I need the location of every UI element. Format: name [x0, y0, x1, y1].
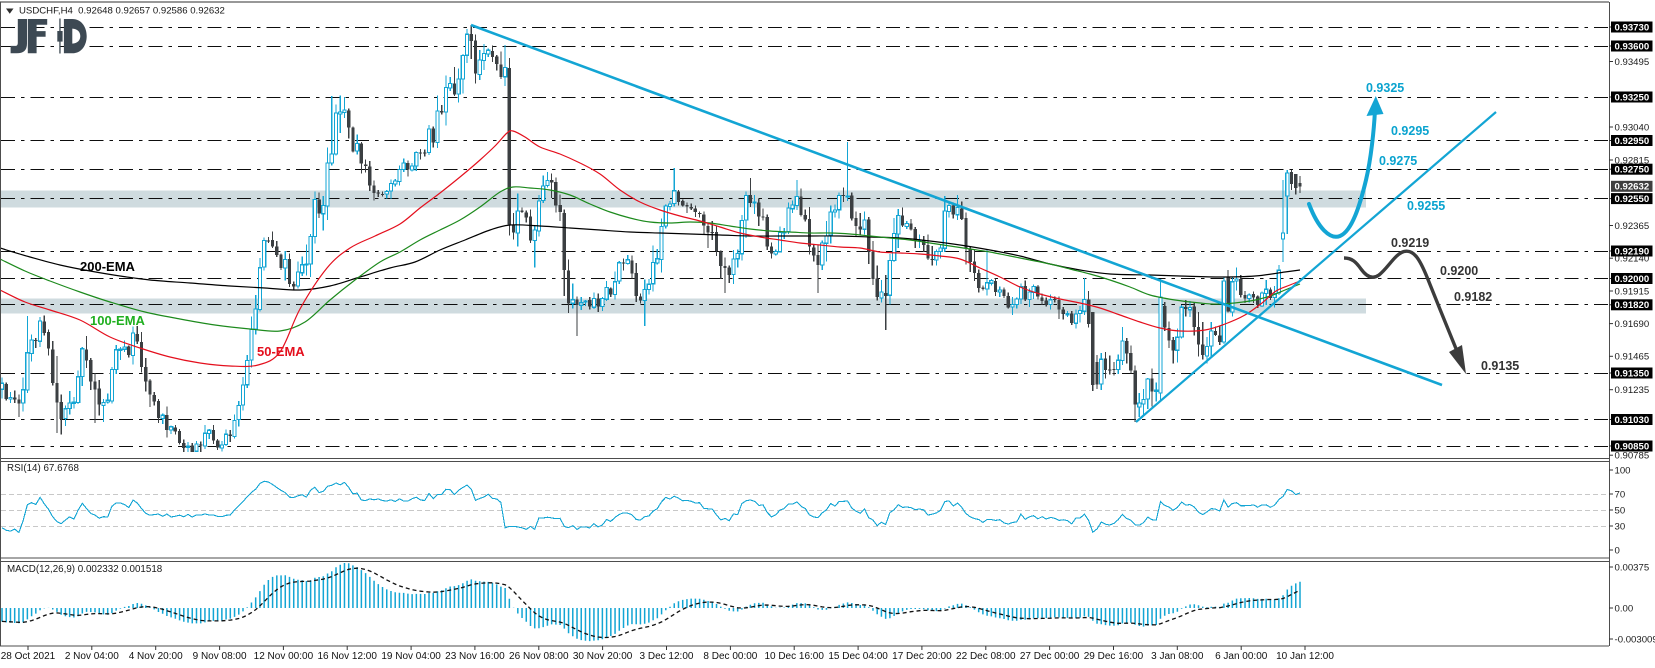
- svg-text:0.92000: 0.92000: [1615, 274, 1650, 285]
- svg-text:0.91350: 0.91350: [1615, 368, 1650, 379]
- svg-text:0.92140: 0.92140: [1615, 254, 1650, 265]
- svg-text:30 Nov 20:00: 30 Nov 20:00: [573, 651, 633, 662]
- svg-text:0.91915: 0.91915: [1615, 286, 1650, 297]
- svg-text:0.93730: 0.93730: [1615, 22, 1650, 33]
- svg-text:9 Nov 08:00: 9 Nov 08:00: [193, 651, 247, 662]
- svg-text:0.9295: 0.9295: [1391, 124, 1429, 138]
- svg-text:0.93495: 0.93495: [1615, 57, 1650, 68]
- svg-text:50-EMA: 50-EMA: [257, 344, 305, 359]
- svg-text:16 Nov 12:00: 16 Nov 12:00: [317, 651, 377, 662]
- svg-text:0.9135: 0.9135: [1481, 359, 1519, 373]
- svg-text:0.9200: 0.9200: [1440, 264, 1478, 278]
- svg-text:30: 30: [1615, 521, 1626, 532]
- svg-text:4 Nov 20:00: 4 Nov 20:00: [129, 651, 183, 662]
- svg-text:29 Dec 16:00: 29 Dec 16:00: [1084, 651, 1144, 662]
- svg-text:0.92632: 0.92632: [1615, 182, 1650, 193]
- svg-text:2 Nov 04:00: 2 Nov 04:00: [65, 651, 119, 662]
- svg-text:200-EMA: 200-EMA: [80, 259, 136, 274]
- svg-text:0.90850: 0.90850: [1615, 441, 1650, 452]
- svg-text:100-EMA: 100-EMA: [90, 313, 146, 328]
- svg-text:-0.003009: -0.003009: [1615, 634, 1655, 645]
- svg-text:0.91465: 0.91465: [1615, 352, 1650, 363]
- svg-text:26 Nov 08:00: 26 Nov 08:00: [509, 651, 569, 662]
- svg-text:0.00375: 0.00375: [1615, 562, 1650, 573]
- svg-text:0.91820: 0.91820: [1615, 300, 1650, 311]
- svg-text:0.00: 0.00: [1615, 603, 1634, 614]
- svg-text:8 Dec 00:00: 8 Dec 00:00: [703, 651, 757, 662]
- svg-text:0.93600: 0.93600: [1615, 41, 1650, 52]
- svg-text:0.91235: 0.91235: [1615, 385, 1650, 396]
- svg-text:0.9182: 0.9182: [1454, 290, 1492, 304]
- svg-text:0.9325: 0.9325: [1366, 81, 1404, 95]
- svg-text:0.9219: 0.9219: [1391, 236, 1429, 250]
- svg-text:0.91690: 0.91690: [1615, 319, 1650, 330]
- svg-text:3 Jan 08:00: 3 Jan 08:00: [1151, 651, 1204, 662]
- svg-text:27 Dec 00:00: 27 Dec 00:00: [1020, 651, 1080, 662]
- svg-text:23 Nov 16:00: 23 Nov 16:00: [445, 651, 505, 662]
- svg-text:100: 100: [1615, 465, 1631, 476]
- svg-text:0.90785: 0.90785: [1615, 451, 1650, 462]
- svg-text:17 Dec 20:00: 17 Dec 20:00: [892, 651, 952, 662]
- svg-text:0.92815: 0.92815: [1615, 155, 1650, 166]
- svg-text:10 Dec 16:00: 10 Dec 16:00: [764, 651, 824, 662]
- svg-text:0.93250: 0.93250: [1615, 92, 1650, 103]
- svg-text:0.92550: 0.92550: [1615, 194, 1650, 205]
- svg-text:0.91030: 0.91030: [1615, 415, 1650, 426]
- svg-text:0.92365: 0.92365: [1615, 221, 1650, 232]
- svg-text:15 Dec 04:00: 15 Dec 04:00: [828, 651, 888, 662]
- svg-text:28 Oct 2021: 28 Oct 2021: [1, 651, 56, 662]
- svg-text:0: 0: [1615, 545, 1620, 556]
- svg-text:0.92750: 0.92750: [1615, 165, 1650, 176]
- svg-text:10 Jan 12:00: 10 Jan 12:00: [1276, 651, 1334, 662]
- svg-text:0.9275: 0.9275: [1379, 154, 1417, 168]
- svg-text:0.92950: 0.92950: [1615, 136, 1650, 147]
- svg-text:0.93040: 0.93040: [1615, 122, 1650, 133]
- svg-text:RSI(14) 67.6768: RSI(14) 67.6768: [7, 463, 79, 474]
- svg-text:6 Jan 00:00: 6 Jan 00:00: [1215, 651, 1268, 662]
- svg-text:50: 50: [1615, 505, 1626, 516]
- svg-text:70: 70: [1615, 489, 1626, 500]
- svg-text:3 Dec 12:00: 3 Dec 12:00: [640, 651, 694, 662]
- svg-text:MACD(12,26,9) 0.002332 0.00151: MACD(12,26,9) 0.002332 0.001518: [7, 564, 163, 575]
- svg-text:0.92190: 0.92190: [1615, 246, 1650, 257]
- svg-text:0.9255: 0.9255: [1407, 199, 1445, 213]
- svg-text:19 Nov 04:00: 19 Nov 04:00: [381, 651, 441, 662]
- svg-text:22 Dec 08:00: 22 Dec 08:00: [956, 651, 1016, 662]
- svg-text:USDCHF,H4 0.92648 0.92657 0.9: USDCHF,H4 0.92648 0.92657 0.92586 0.9263…: [19, 6, 225, 17]
- svg-text:12 Nov 00:00: 12 Nov 00:00: [254, 651, 314, 662]
